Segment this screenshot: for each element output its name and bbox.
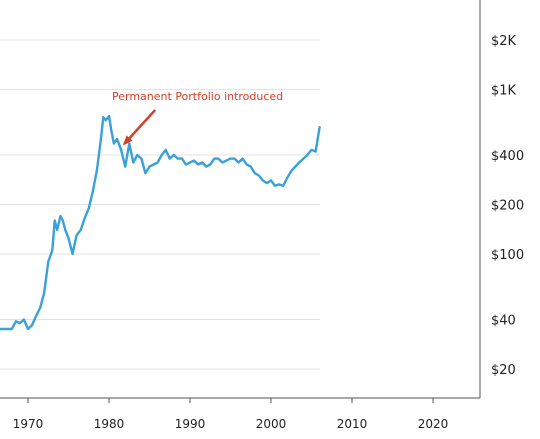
y-tick-label: $2K [491, 34, 517, 49]
x-tick-label: 2010 [337, 417, 368, 431]
x-tick-label: 2000 [256, 417, 287, 431]
x-tick-labels: 1970 1980 1990 2000 2010 2020 [13, 417, 449, 431]
y-tick-label: $100 [491, 248, 524, 263]
gridlines [0, 39, 320, 370]
axes [0, 0, 481, 403]
y-tick-label: $40 [491, 313, 516, 328]
annotation-text: Permanent Portfolio introduced [112, 90, 283, 103]
series-layer [0, 114, 321, 331]
x-tick-label: 1990 [175, 417, 206, 431]
x-tick-label: 1970 [13, 417, 44, 431]
y-tick-label: $400 [491, 149, 524, 164]
y-tick-label: $200 [491, 199, 524, 214]
x-tick-label: 1980 [94, 417, 125, 431]
y-tick-label: $20 [491, 363, 516, 378]
y-tick-labels: $20 $40 $100 $200 $400 $1K $2K [491, 34, 524, 378]
x-tick-label: 2020 [418, 417, 449, 431]
price-line [0, 114, 321, 331]
y-tick-label: $1K [491, 84, 517, 99]
annotation-arrow [122, 109, 157, 146]
annotation: Permanent Portfolio introduced [112, 90, 283, 146]
